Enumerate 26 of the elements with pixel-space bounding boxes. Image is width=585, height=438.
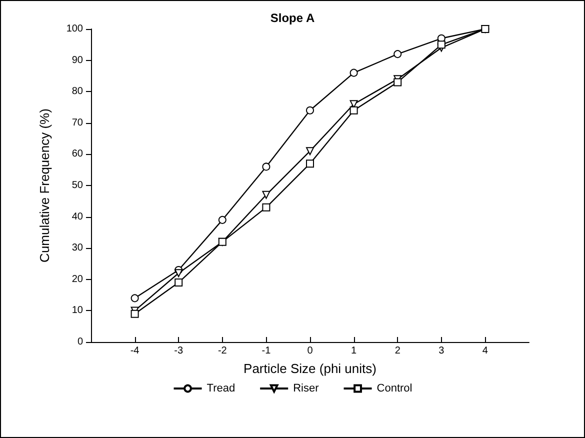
y-tick-label: 80 (72, 86, 84, 98)
legend-label: Tread (206, 382, 236, 394)
x-tick-label: 1 (351, 346, 358, 356)
x-tick-label: -4 (130, 346, 140, 356)
x-tick-label: -1 (262, 346, 272, 356)
x-axis-title: Particle Size (phi units) (244, 361, 376, 376)
legend-label: Control (376, 382, 412, 394)
y-tick-label: 30 (72, 242, 84, 254)
x-tick-label: 0 (307, 346, 314, 356)
y-tick-label: 10 (72, 305, 84, 316)
y-tick-label: 90 (72, 54, 84, 66)
x-tick-label: 2 (394, 346, 401, 356)
legend-label: Riser (293, 382, 320, 394)
x-tick-label: 3 (438, 346, 445, 356)
y-tick-label: 70 (72, 117, 84, 128)
chart-title: Slope A (270, 11, 315, 25)
x-tick-label: -3 (174, 346, 184, 356)
x-tick-label: -2 (218, 346, 228, 356)
y-tick-label: 0 (77, 336, 84, 348)
x-tick-label: 4 (482, 346, 488, 356)
y-tick-label: 100 (66, 24, 84, 34)
y-tick-label: 40 (72, 211, 84, 222)
y-tick-label: 20 (72, 274, 84, 285)
y-axis-title: Cumulative Frequency (%) (37, 108, 52, 262)
y-tick-label: 50 (72, 180, 84, 191)
y-tick-label: 60 (72, 148, 84, 160)
